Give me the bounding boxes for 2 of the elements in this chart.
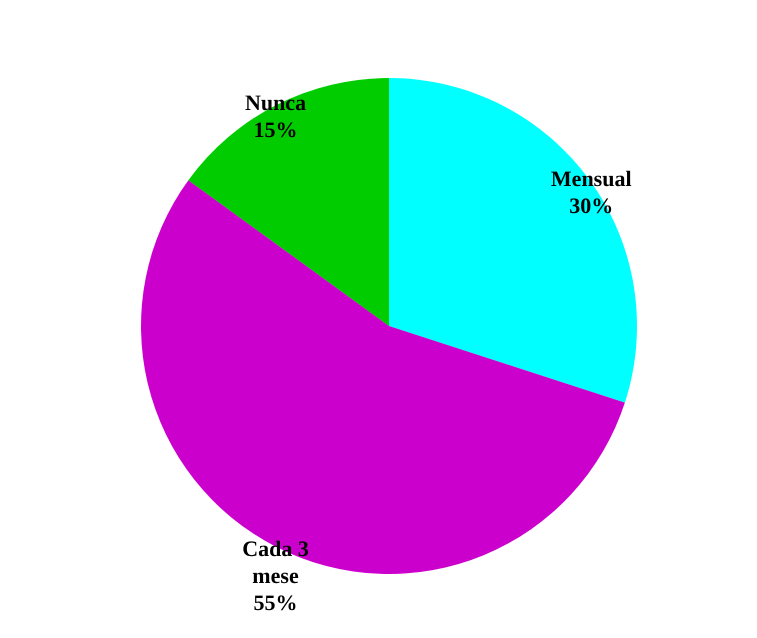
data-label: 55% (254, 590, 298, 615)
data-label: 15% (254, 117, 298, 142)
